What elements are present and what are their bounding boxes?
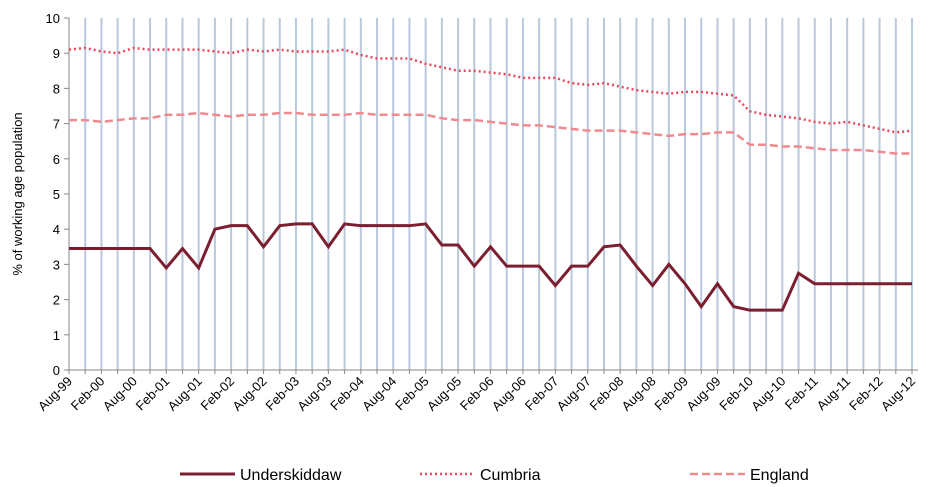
x-tick-label: Aug-01 bbox=[165, 374, 205, 414]
legend-label: Cumbria bbox=[480, 467, 541, 484]
x-tick-label: Feb-05 bbox=[392, 374, 432, 414]
x-tick-label: Aug-11 bbox=[814, 374, 854, 414]
x-tick-label: Aug-00 bbox=[100, 374, 140, 414]
x-tick-label: Feb-09 bbox=[651, 374, 691, 414]
x-tick-label: Feb-04 bbox=[327, 374, 367, 414]
legend-item: England bbox=[690, 467, 809, 484]
x-tick-label: Feb-00 bbox=[68, 374, 108, 414]
x-tick-label: Aug-02 bbox=[229, 374, 269, 414]
x-tick-label: Aug-04 bbox=[359, 374, 399, 414]
x-tick-label: Aug-12 bbox=[878, 374, 918, 414]
x-tick-label: Feb-03 bbox=[262, 374, 302, 414]
y-tick-label: 4 bbox=[53, 222, 60, 237]
x-tick-label: Aug-05 bbox=[424, 374, 464, 414]
x-tick-label: Feb-01 bbox=[133, 374, 173, 414]
y-tick-label: 2 bbox=[53, 293, 60, 308]
y-axis-label: % of working age population bbox=[10, 112, 25, 275]
x-tick-label: Aug-07 bbox=[554, 374, 594, 414]
y-tick-label: 5 bbox=[53, 187, 60, 202]
y-tick-label: 3 bbox=[53, 257, 60, 272]
y-tick-label: 6 bbox=[53, 152, 60, 167]
y-tick-label: 1 bbox=[53, 328, 60, 343]
legend-item: Cumbria bbox=[420, 467, 541, 484]
y-tick-label: 9 bbox=[53, 46, 60, 61]
x-tick-label: Aug-10 bbox=[748, 374, 788, 414]
y-tick-label: 0 bbox=[53, 363, 60, 378]
x-tick-label: Feb-12 bbox=[846, 374, 886, 414]
x-tick-label: Feb-06 bbox=[457, 374, 497, 414]
x-tick-label: Feb-02 bbox=[197, 374, 237, 414]
legend-item: Underskiddaw bbox=[180, 467, 342, 484]
line-series bbox=[69, 222, 912, 312]
x-tick-label: Feb-08 bbox=[587, 374, 627, 414]
y-tick-label: 7 bbox=[53, 117, 60, 132]
line-series bbox=[68, 46, 913, 134]
legend-label: Underskiddaw bbox=[240, 467, 342, 484]
x-tick-label: Aug-06 bbox=[489, 374, 529, 414]
line-series bbox=[69, 111, 912, 155]
x-tick-label: Aug-08 bbox=[618, 374, 658, 414]
x-tick-label: Feb-11 bbox=[782, 374, 821, 413]
x-tick-label: Feb-10 bbox=[716, 374, 756, 414]
y-tick-label: 10 bbox=[46, 11, 60, 26]
legend-label: England bbox=[750, 467, 809, 484]
x-tick-label: Feb-07 bbox=[522, 374, 562, 414]
x-tick-label: Aug-99 bbox=[35, 374, 75, 414]
x-tick-label: Aug-03 bbox=[294, 374, 334, 414]
x-tick-label: Aug-09 bbox=[683, 374, 723, 414]
y-tick-label: 8 bbox=[53, 81, 60, 96]
